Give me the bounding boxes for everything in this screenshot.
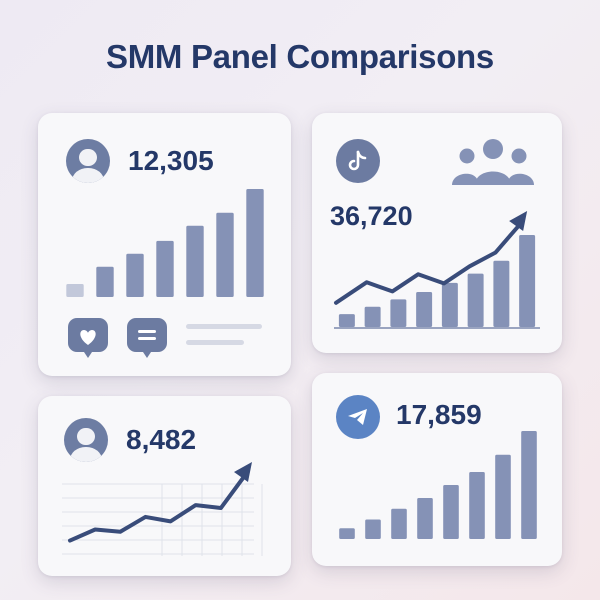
group-users-icon (452, 139, 534, 185)
follower-count: 17,859 (396, 399, 482, 430)
trend-arrow-icon (509, 211, 528, 231)
series-line (68, 472, 248, 543)
bar-2 (365, 519, 381, 539)
bar-4 (416, 292, 433, 327)
bar-1 (338, 314, 355, 327)
bar-3 (390, 299, 407, 327)
bar-4 (156, 240, 174, 297)
card-profile[interactable]: 8,482 (38, 396, 291, 576)
bar-7 (246, 189, 264, 297)
tiktok-icon (336, 139, 380, 183)
bar-6 (467, 273, 484, 327)
page-title: SMM Panel Comparisons (106, 38, 494, 75)
bar-2 (96, 266, 114, 297)
chart4-svg (339, 431, 537, 539)
chart1-svg (66, 189, 264, 297)
bar-5 (443, 485, 459, 539)
bar-8 (521, 431, 537, 539)
follower-count: 36,720 (330, 201, 413, 231)
bar-7 (495, 454, 511, 539)
placeholder-line (186, 324, 262, 329)
bar-6 (216, 212, 234, 297)
card-tiktok[interactable]: 36,720 (312, 113, 562, 353)
bar-chart-2 (334, 205, 540, 329)
placeholder-line (186, 340, 244, 345)
bar-4 (417, 497, 433, 539)
bar-3 (391, 508, 407, 539)
trend-arrow-icon (234, 462, 252, 482)
bar-5 (186, 225, 204, 297)
chart2-svg (334, 211, 540, 329)
bar-7 (493, 260, 510, 327)
bar-chart-1 (60, 189, 270, 297)
chart3-svg (62, 462, 263, 556)
bar-chart-4 (334, 431, 542, 539)
like-icon[interactable] (68, 318, 108, 358)
bar-1 (339, 528, 355, 539)
follower-count: 12,305 (128, 145, 214, 176)
telegram-icon (336, 395, 380, 439)
bar-8 (519, 235, 536, 327)
card-telegram[interactable]: 17,859 (312, 373, 562, 566)
line-chart-3 (62, 458, 268, 560)
trend-line (334, 221, 524, 305)
profile-avatar-icon (66, 139, 110, 183)
bar-1 (66, 284, 84, 297)
comment-icon[interactable] (127, 318, 167, 358)
bar-3 (126, 253, 144, 297)
bar-5 (441, 282, 458, 327)
card-instagram[interactable]: 12,305 (38, 113, 291, 376)
bar-6 (469, 472, 485, 539)
follower-count: 8,482 (126, 424, 197, 455)
profile-avatar-icon (64, 418, 108, 462)
bar-2 (364, 306, 381, 327)
